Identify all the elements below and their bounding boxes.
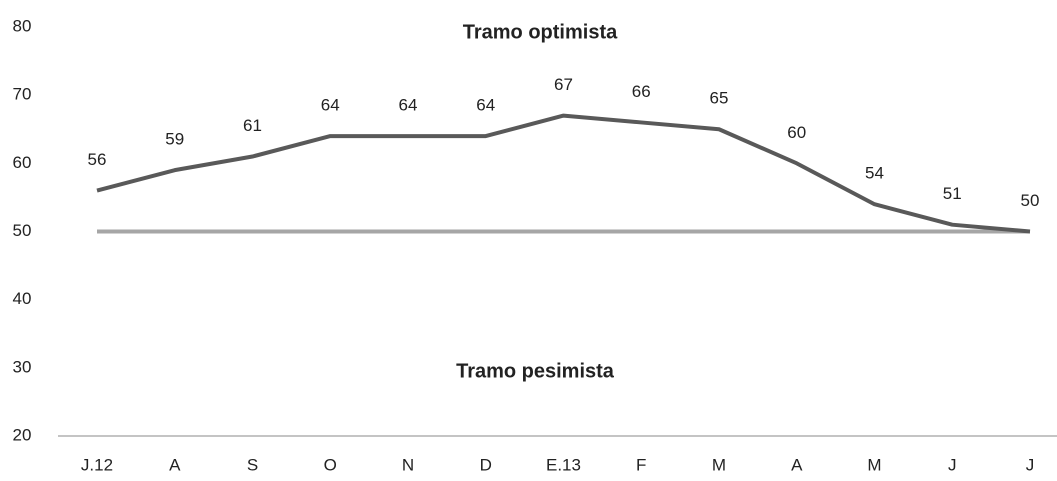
x-tick-label: N [402,455,414,474]
data-label: 64 [399,96,418,115]
x-tick-label: M [867,455,881,474]
x-tick-label: J [948,455,957,474]
data-label: 59 [165,130,184,149]
data-label: 51 [943,184,962,203]
y-tick-label: 60 [13,153,32,172]
x-tick-label: D [480,455,492,474]
y-tick-label: 70 [13,85,32,104]
y-tick-label: 30 [13,357,32,376]
x-tick-label: A [791,455,803,474]
x-tick-label: A [169,455,181,474]
x-tick-label: J.12 [81,455,113,474]
data-label: 54 [865,164,884,183]
x-tick-label: J [1026,455,1035,474]
y-tick-label: 40 [13,289,32,308]
data-label: 60 [787,123,806,142]
x-tick-label: M [712,455,726,474]
y-tick-label: 50 [13,221,32,240]
data-label: 64 [321,96,340,115]
annotation: Tramo optimista [463,21,618,43]
annotation: Tramo pesimista [456,360,615,382]
y-tick-label: 80 [13,16,32,35]
x-tick-label: E.13 [546,455,581,474]
x-tick-label: O [324,455,337,474]
data-label: 50 [1021,191,1040,210]
x-tick-label: S [247,455,258,474]
series-line [96,113,1031,234]
data-label: 66 [632,82,651,101]
y-tick-label: 20 [13,425,32,444]
data-label: 65 [710,89,729,108]
data-label: 67 [554,75,573,94]
data-label: 56 [88,150,107,169]
x-tick-label: F [636,455,646,474]
data-label: 64 [476,96,495,115]
data-label: 61 [243,116,262,135]
